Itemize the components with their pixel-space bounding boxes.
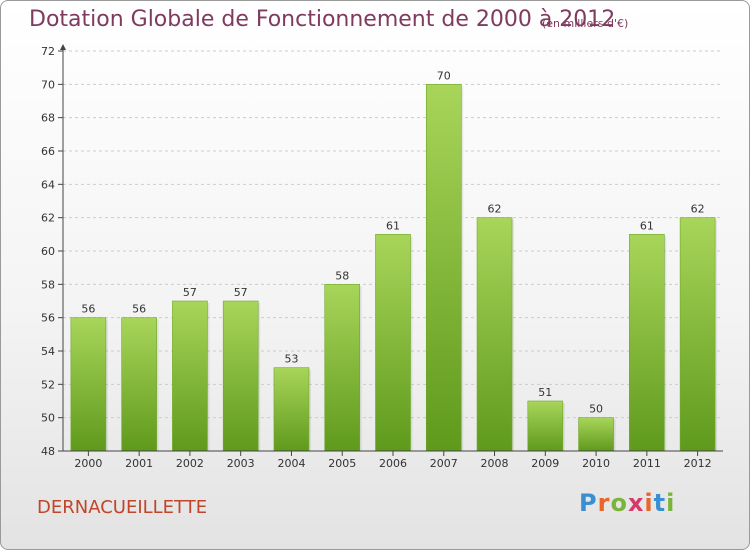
x-tick-label: 2004 [277,457,305,470]
data-label: 50 [589,403,603,416]
logo-letter: r [597,489,611,517]
bars-layer [70,84,718,452]
x-tick-label: 2000 [74,457,102,470]
y-tick-label: 52 [41,378,55,391]
bar [172,300,208,452]
bar [121,317,157,452]
y-tick-label: 72 [41,45,55,58]
y-tick-label: 64 [41,178,55,191]
data-label: 58 [335,269,349,282]
y-axis-arrow [60,44,66,50]
x-tick-label: 2008 [481,457,509,470]
data-label: 53 [284,353,298,366]
proxiti-logo: Proxiti [579,489,675,517]
y-tick-label: 56 [41,312,55,325]
bar [375,234,411,452]
chart-title: Dotation Globale de Fonctionnement de 20… [29,7,616,32]
x-tick-label: 2010 [582,457,610,470]
data-label: 62 [488,203,502,216]
logo-letter: x [627,489,645,517]
y-tick-label: 60 [41,245,55,258]
bar [222,300,259,452]
data-label: 70 [437,69,451,82]
y-tick-label: 62 [41,212,55,225]
bar [324,284,361,452]
data-label: 51 [538,386,552,399]
y-tick-label: 66 [41,145,55,158]
y-tick-label: 58 [41,278,55,291]
axis-layer: 48 50 52 54 56 58 60 62 64 66 68 70 72 [41,44,723,458]
bar [425,84,462,452]
y-tick-label: 68 [41,112,55,125]
bar [527,400,564,452]
bar [629,234,665,452]
x-tick-label: 2007 [430,457,458,470]
chart-subtitle: (en milliers d'€) [542,17,629,30]
x-tick-label: 2012 [684,457,712,470]
x-tick-label: 2002 [176,457,204,470]
data-label: 57 [234,286,248,299]
data-label: 56 [81,303,95,316]
labels-layer: 2000 56 2001 56 2002 57 2003 57 2004 53 2005 58 2006… [74,69,711,470]
x-tick-label: 2006 [379,457,407,470]
y-tick-label: 70 [41,78,55,91]
logo-letter: P [579,489,598,517]
data-label: 62 [691,203,705,216]
y-tick-label: 50 [41,412,55,425]
commune-name: DERNACUEILLETTE [37,497,208,518]
bar [476,217,513,452]
logo-letter: t [653,489,667,517]
x-tick-label: 2001 [125,457,153,470]
data-label: 61 [640,219,654,232]
bar [273,367,310,452]
data-label: 56 [132,303,146,316]
x-tick-label: 2011 [633,457,661,470]
logo-letter: i [666,489,676,517]
y-tick-label: 54 [41,345,55,358]
logo-letter: i [644,489,654,517]
data-label: 57 [183,286,197,299]
bar [70,317,107,452]
logo-letter: o [610,489,628,517]
x-tick-label: 2005 [328,457,356,470]
bar [679,217,716,452]
y-tick-label: 48 [41,445,55,458]
x-tick-label: 2009 [531,457,559,470]
x-tick-label: 2003 [227,457,255,470]
bar [578,417,614,452]
data-label: 61 [386,219,400,232]
